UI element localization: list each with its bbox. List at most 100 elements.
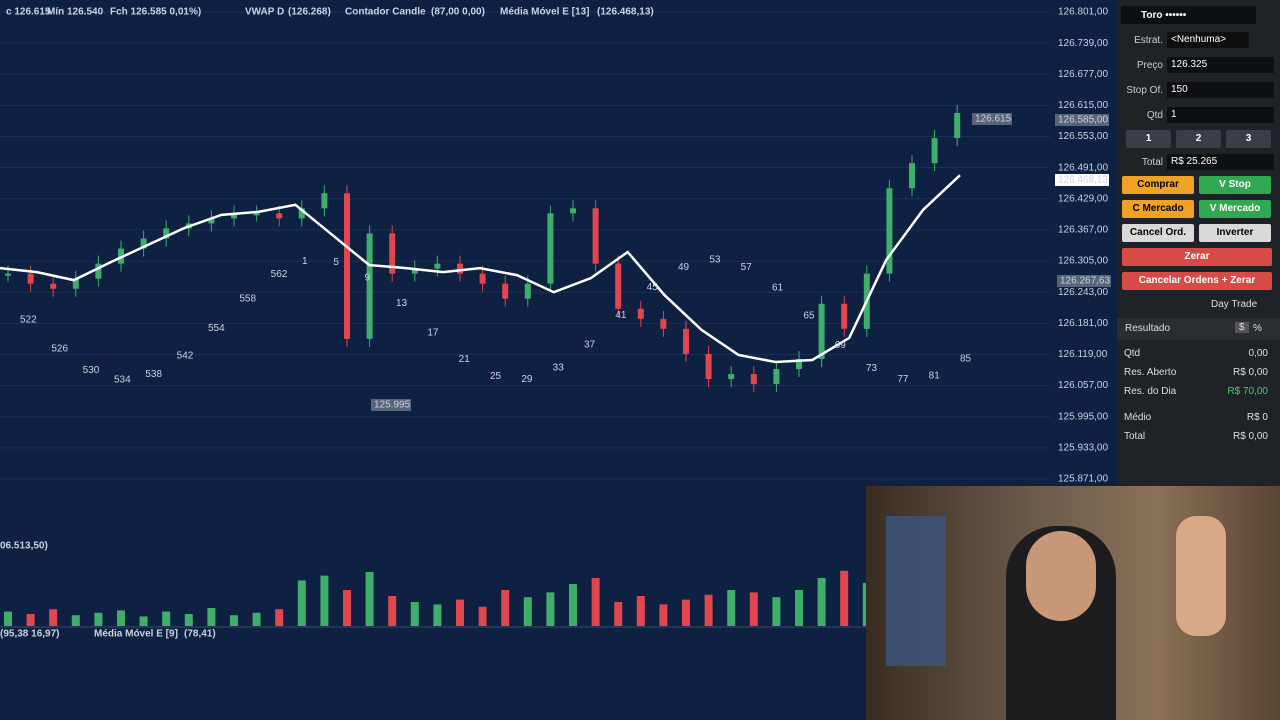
candle-counter: 81: [929, 371, 941, 382]
candle-counter: 25: [490, 371, 502, 382]
preset-button[interactable]: 1: [1126, 130, 1171, 148]
preset-button[interactable]: 3: [1226, 130, 1271, 148]
volume-bar: [71, 615, 80, 626]
candle-counter: 17: [427, 328, 439, 339]
header-text: Média Móvel E [13]: [500, 7, 589, 18]
currency-toggle[interactable]: $: [1235, 322, 1249, 333]
y-tick-label: 126.429,00: [1058, 193, 1108, 204]
candle-counter: 65: [803, 311, 815, 322]
preset-button[interactable]: 2: [1176, 130, 1221, 148]
volume-bar: [252, 612, 261, 626]
volume-bar: [840, 570, 849, 626]
y-tick-label: 126.305,00: [1058, 256, 1108, 267]
volume-bar: [433, 604, 442, 626]
price-tag-bg: [1057, 275, 1111, 287]
candle-counter: 61: [772, 282, 784, 293]
candle-body: [140, 238, 147, 249]
price-tag: 126.468,13: [1058, 175, 1108, 186]
volume-bar: [523, 597, 532, 626]
candle-body: [547, 213, 554, 284]
price-tag: 126.267,63: [1060, 276, 1110, 287]
candle-body: [298, 208, 305, 219]
candle-counter: 1: [302, 256, 308, 267]
candle-body: [163, 228, 170, 239]
volume-bar: [410, 602, 419, 626]
qty-input[interactable]: 1: [1167, 107, 1274, 123]
order-button[interactable]: V Stop: [1199, 176, 1271, 194]
candle-body: [796, 358, 802, 370]
price-tag: 126.585,00: [1058, 115, 1108, 126]
candle-counter: 526: [51, 343, 68, 354]
volume-bar: [795, 590, 803, 626]
volume-bar: [343, 590, 351, 626]
y-tick-label: 125.871,00: [1058, 474, 1108, 485]
volume-bar: [501, 590, 510, 626]
day-trade-checkbox[interactable]: Day Trade: [1211, 299, 1258, 310]
volume-bar: [817, 578, 826, 626]
candle-body: [253, 213, 260, 216]
candle-counter: 554: [208, 323, 225, 334]
header-text: (126.268): [288, 7, 331, 18]
price-tag-bg: [1055, 114, 1109, 126]
percent-toggle[interactable]: %: [1253, 323, 1262, 334]
header-text: (87,00 0,00): [431, 7, 485, 18]
candle-body: [434, 263, 441, 269]
order-button[interactable]: C Mercado: [1122, 200, 1194, 218]
candle-counter: 13: [396, 298, 408, 309]
candle-body: [886, 188, 893, 274]
volume-bar: [26, 614, 35, 626]
volume-bar: [388, 596, 397, 626]
label: Estrat.: [1134, 34, 1163, 46]
volume-bar: [139, 616, 148, 626]
volume-bar: [682, 599, 690, 626]
oscillator-header: (78,41): [184, 629, 216, 640]
label: Resultado: [1125, 323, 1171, 334]
candle-body: [660, 318, 667, 329]
candle-counter: 530: [83, 365, 100, 376]
webcam-feed: [866, 486, 1280, 720]
account[interactable]: Toro ••••••: [1121, 6, 1256, 24]
candle-counter: 37: [584, 339, 596, 350]
order-button[interactable]: Inverter: [1199, 224, 1271, 242]
cancel-zerar-button[interactable]: Cancelar Ordens + Zerar: [1122, 272, 1272, 290]
candle-body: [72, 278, 79, 289]
row-value: 0,00: [1248, 348, 1268, 359]
candle-counter: 77: [897, 374, 909, 385]
volume-bar: [478, 606, 487, 626]
candle-body: [909, 163, 915, 189]
candle-body: [321, 193, 328, 209]
candle-counter: 558: [239, 294, 256, 305]
candle-body: [344, 193, 350, 339]
candle-counter: 45: [647, 282, 659, 293]
y-tick-label: 126.801,00: [1058, 7, 1108, 18]
candle-body: [95, 263, 102, 279]
volume-bar: [704, 594, 713, 626]
stop-input[interactable]: 150: [1167, 82, 1274, 98]
volume-bar: [727, 590, 736, 626]
volume-bar: [591, 578, 600, 626]
order-button[interactable]: Comprar: [1122, 176, 1194, 194]
order-button[interactable]: V Mercado: [1199, 200, 1271, 218]
candle-counter: 29: [521, 374, 533, 385]
candle-body: [773, 369, 780, 385]
volume-header: 06.513,50): [0, 541, 48, 552]
row-value: R$ 70,00: [1227, 386, 1268, 397]
candle-body: [954, 112, 961, 139]
candle-body: [683, 328, 689, 354]
row-label: Total: [1124, 431, 1146, 442]
volume-bar: [569, 584, 577, 626]
price-input[interactable]: 126.325: [1167, 57, 1274, 73]
candle-body: [366, 233, 373, 339]
volume-bar: [4, 611, 12, 626]
strategy-select[interactable]: <Nenhuma>: [1167, 32, 1249, 48]
order-button[interactable]: Cancel Ord.: [1122, 224, 1194, 242]
zerar-button[interactable]: Zerar: [1122, 248, 1272, 266]
volume-bar: [297, 580, 306, 626]
row-label: Qtd: [1124, 348, 1141, 359]
price-tag-bg: [1055, 174, 1109, 186]
candle-body: [411, 268, 418, 274]
volume-bar: [117, 610, 125, 626]
row-label: Res. do Dia: [1124, 386, 1177, 397]
candle-counter: 562: [271, 269, 288, 280]
